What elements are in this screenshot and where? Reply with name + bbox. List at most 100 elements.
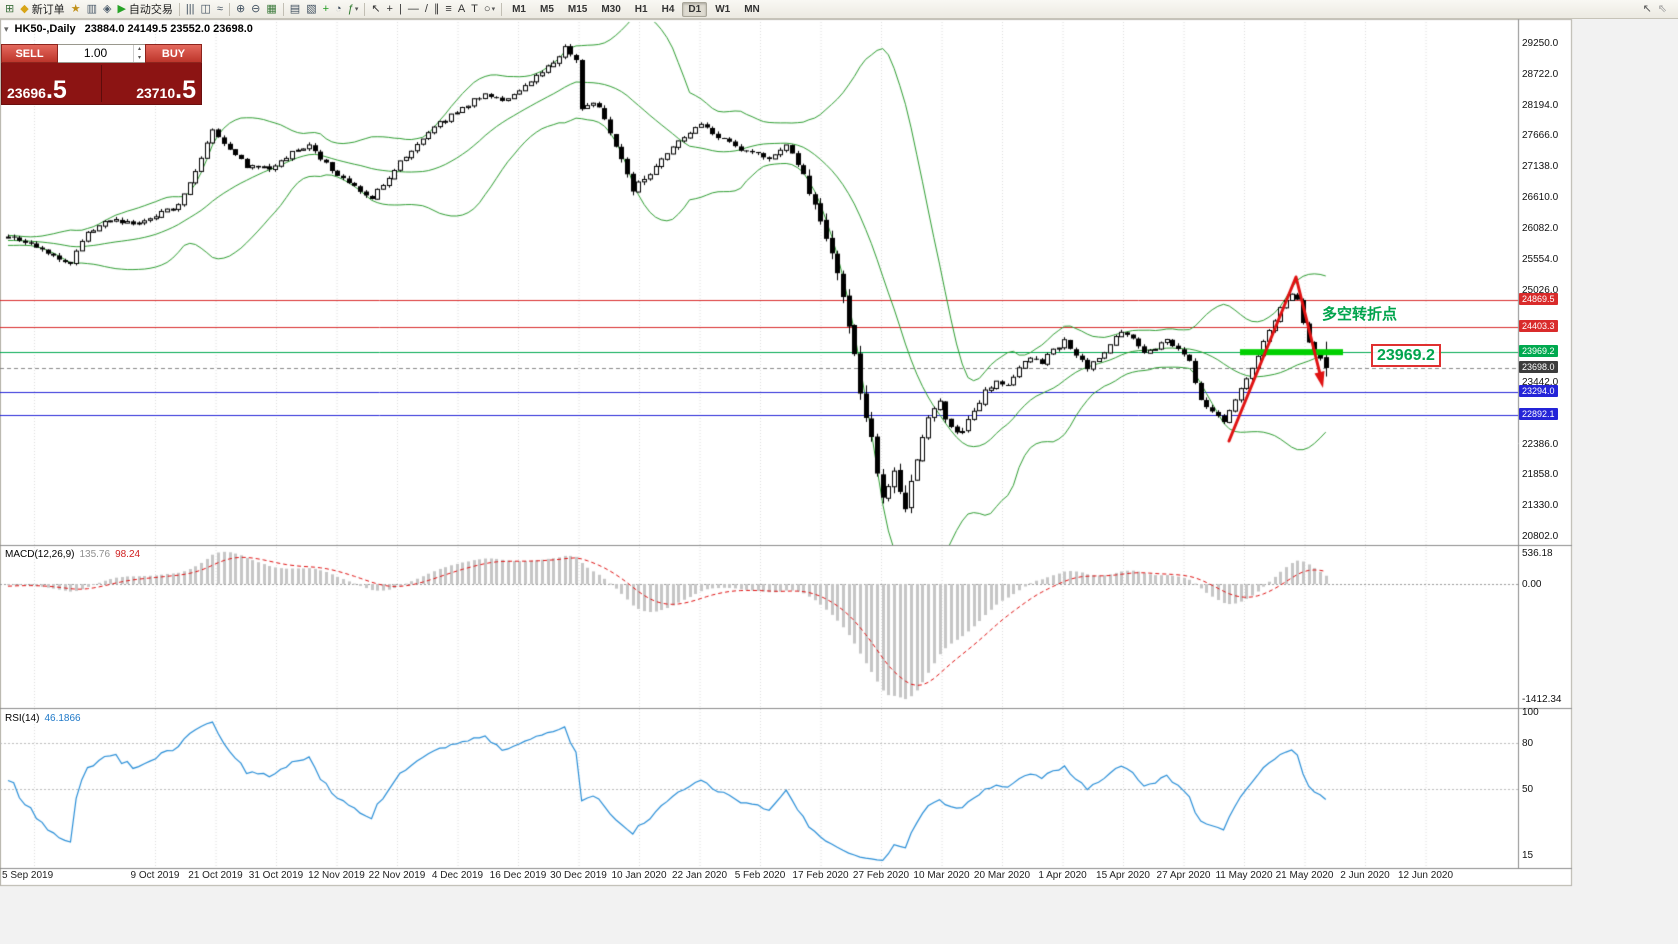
volume-up-button[interactable]: ▴ — [137, 46, 141, 52]
level-price-tag: 23969.2 — [1519, 345, 1558, 358]
macd-axis-min: -1412.34 — [1522, 694, 1562, 705]
rsi-header: RSI(14) 46.1866 — [5, 713, 81, 724]
channel-tool-button[interactable]: ∥ — [431, 1, 443, 18]
level-price-tag: 24869.5 — [1519, 292, 1558, 305]
toolbar-separator — [501, 2, 503, 16]
label-icon: T — [471, 2, 478, 15]
cursor-icon[interactable]: ↖ — [1640, 1, 1655, 18]
turning-point-annotation[interactable]: 多空转折点 — [1322, 306, 1398, 323]
text-tool-button[interactable]: A — [455, 1, 468, 18]
date-label: 1 Apr 2020 — [1038, 870, 1087, 881]
timeframe-m30[interactable]: M30 — [601, 3, 621, 15]
timeframe-h4[interactable]: H4 — [661, 3, 675, 15]
market-watch-button[interactable]: ▥ — [84, 1, 100, 18]
arrange-windows-icon: ▤ — [289, 2, 301, 15]
trendline-icon: / — [424, 2, 428, 15]
chart-header: ▾ HK50-,Daily 23884.0 24149.5 23552.0 2369… — [4, 23, 253, 35]
date-label: 31 Oct 2019 — [248, 870, 304, 881]
new-chart-button[interactable]: ⊞ — [2, 1, 17, 18]
date-label: 22 Jan 2020 — [671, 870, 728, 881]
price-tick: 29250.0 — [1522, 38, 1559, 49]
price-tick: 28722.0 — [1522, 68, 1559, 80]
date-label: 20 Mar 2020 — [973, 870, 1031, 881]
line-chart-icon: ≈ — [216, 2, 223, 15]
date-label: 12 Nov 2019 — [308, 870, 365, 881]
zoom-out-button[interactable]: ⊖ — [248, 1, 263, 18]
line-chart-button[interactable]: ≈ — [214, 1, 226, 18]
date-label: 22 Nov 2019 — [368, 870, 426, 881]
zoom-out-icon: ⊖ — [251, 2, 261, 15]
arrange-windows-button[interactable]: ▤ — [287, 1, 303, 18]
data-window-button[interactable]: ◈ — [100, 1, 114, 18]
cascade-windows-icon: ▧ — [306, 2, 317, 15]
macd-name: MACD(12,26,9) — [5, 549, 75, 560]
date-label: 5 Sep 2019 — [2, 870, 54, 881]
toolbar-separator — [178, 2, 180, 16]
timeframe-mn[interactable]: MN — [744, 3, 760, 15]
current-price-tag: 23698.0 — [1519, 360, 1558, 373]
level-price-tag: 22892.1 — [1519, 408, 1558, 421]
date-label: 10 Jan 2020 — [611, 870, 667, 881]
sell-button[interactable]: SELL — [1, 44, 58, 63]
time-periods-button[interactable]: ◔ — [332, 1, 345, 18]
market-watch-icon: ▥ — [86, 2, 97, 15]
fibonacci-tool-button[interactable]: ≡ — [442, 1, 454, 18]
macd-header: MACD(12,26,9) 135.76 98.24 — [5, 549, 140, 560]
indicators-icon: ƒ — [347, 2, 354, 15]
hand-cursor-icon[interactable]: ⇖ — [1655, 1, 1670, 18]
price-tick: 20802.0 — [1522, 531, 1559, 542]
dropdown-caret-icon: ▾ — [354, 6, 359, 13]
crosshair-tool-button[interactable]: + — [384, 1, 396, 18]
timeframe-m5[interactable]: M5 — [539, 3, 554, 15]
price-tick: 27666.0 — [1522, 130, 1559, 142]
level-price-tag: 24403.3 — [1519, 319, 1558, 332]
ask-pip-digits: .5 — [175, 75, 196, 104]
date-label: 12 Jun 2020 — [1397, 870, 1454, 881]
timeframe-m1[interactable]: M1 — [512, 3, 526, 15]
level-price-label[interactable]: 23969.2 — [1371, 344, 1441, 367]
shapes-tool-button[interactable]: ○ ▾ — [481, 1, 498, 18]
timeframe-d1[interactable]: D1 — [682, 1, 708, 17]
vertical-line-tool-button[interactable]: | — [396, 1, 405, 18]
volume-input[interactable]: 1.00 — [83, 46, 108, 60]
buy-button[interactable]: BUY — [145, 44, 202, 63]
horizontal-line-tool-button[interactable]: — — [405, 1, 422, 18]
date-label: 5 Feb 2020 — [734, 870, 786, 881]
chart-ohlc: 23884.0 24149.5 23552.0 23698.0 — [84, 23, 253, 35]
date-label: 27 Apr 2020 — [1156, 870, 1211, 881]
new-window-icon: + — [322, 2, 330, 15]
timeframe-m15[interactable]: M15 — [567, 3, 588, 15]
cascade-windows-button[interactable]: ▧ — [303, 1, 319, 18]
new-order-button[interactable]: ◆ 新订单 — [17, 1, 67, 18]
autotrade-button-label: 自动交易 — [128, 4, 173, 16]
bar-chart-button[interactable]: ||| — [183, 1, 198, 18]
trendline-tool-button[interactable]: / — [422, 1, 431, 18]
one-click-to[interactable]: ▾ — [4, 24, 9, 34]
toolbar-separator — [282, 2, 284, 16]
timeframe-w1[interactable]: W1 — [715, 3, 731, 15]
date-label: 30 Dec 2019 — [550, 870, 607, 881]
autotrade-icon: ▶ — [117, 2, 126, 15]
price-tick: 26610.0 — [1522, 192, 1559, 204]
new-order-icon: ◆ — [20, 2, 29, 15]
zoom-in-button[interactable]: ⊕ — [233, 1, 248, 18]
metaeditor-button[interactable]: ★ — [68, 1, 84, 18]
cursor-tool-button[interactable]: ↖ — [368, 1, 383, 18]
candle-chart-button[interactable]: ◫ — [197, 1, 213, 18]
timeframe-h1[interactable]: H1 — [634, 3, 648, 15]
bid-main-digits: 23696 — [7, 84, 46, 101]
tile-windows-button[interactable]: ▦ — [263, 1, 279, 18]
price-tick: 25026.0 — [1522, 284, 1559, 296]
volume-down-button[interactable]: ▾ — [137, 54, 141, 61]
new-chart-icon: ⊞ — [5, 2, 15, 15]
price-tick: 28194.0 — [1522, 99, 1559, 111]
autotrade-button[interactable]: ▶ 自动交易 — [114, 1, 175, 18]
new-window-button[interactable]: + — [320, 1, 332, 18]
date-label: 10 Mar 2020 — [913, 870, 970, 881]
ask-price: 23710 .5 — [106, 75, 196, 104]
label-tool-button[interactable]: T — [468, 1, 481, 18]
indicators-button[interactable]: ƒ ▾ — [345, 1, 362, 18]
cursor-icon: ↖ — [371, 2, 381, 15]
